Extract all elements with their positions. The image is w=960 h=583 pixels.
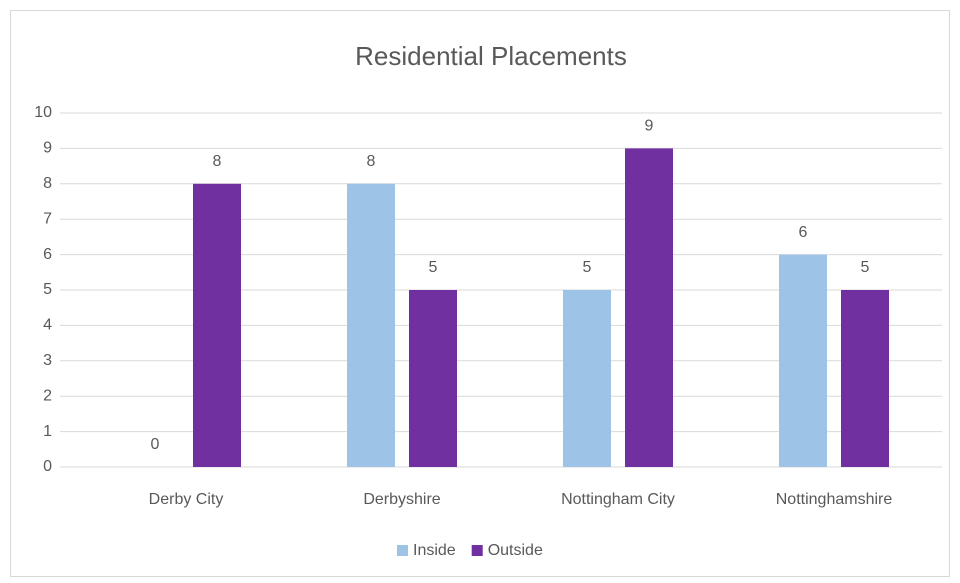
bar [779,254,827,467]
bar [563,290,611,467]
data-label: 9 [645,118,654,135]
y-tick-label: 10 [34,104,52,121]
chart-title: Residential Placements [355,41,627,71]
y-tick-label: 3 [43,352,52,369]
y-tick-label: 0 [43,458,52,475]
y-tick-label: 8 [43,175,52,192]
y-tick-label: 6 [43,246,52,263]
legend-label: Inside [413,542,456,559]
y-tick-label: 5 [43,281,52,298]
bar [347,183,395,468]
data-label: 5 [861,259,870,276]
y-tick-label: 4 [43,317,52,334]
y-tick-label: 7 [43,210,52,227]
x-tick-label: Derbyshire [363,491,440,508]
legend-swatch [397,545,408,556]
legend-swatch [471,545,483,556]
y-tick-label: 2 [43,387,52,404]
y-tick-label: 1 [43,423,52,440]
x-tick-label: Derby City [149,491,224,508]
data-label: 5 [429,259,438,276]
bar [409,290,457,467]
data-label: 6 [799,224,808,241]
data-label: 8 [367,153,376,170]
bar [625,148,673,467]
legend-label: Outside [488,542,543,559]
x-tick-label: Nottingham City [561,491,675,508]
x-tick-label: Nottinghamshire [776,491,893,508]
data-label: 0 [151,436,160,453]
bar [193,183,241,468]
y-tick-label: 9 [43,140,52,157]
data-label: 8 [213,153,222,170]
data-label: 5 [583,259,592,276]
bar [841,290,889,467]
